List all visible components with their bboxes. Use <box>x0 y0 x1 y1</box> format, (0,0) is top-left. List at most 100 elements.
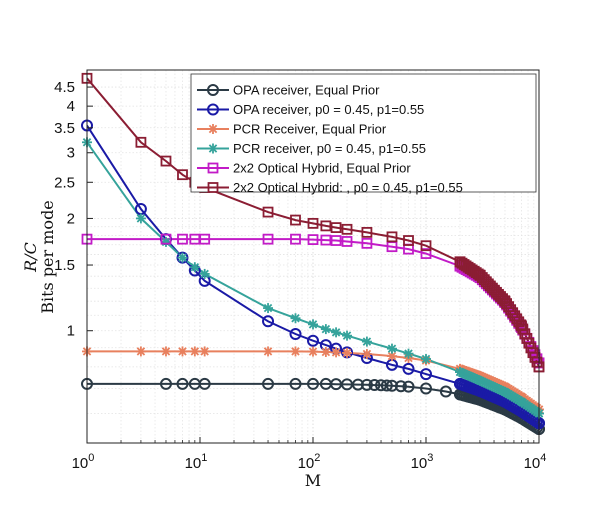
data-point <box>177 346 188 357</box>
data-point <box>307 234 319 246</box>
data-point <box>341 223 353 235</box>
data-point <box>439 385 452 398</box>
data-point <box>361 237 373 249</box>
series-markers <box>82 137 544 419</box>
star-stroke <box>291 314 300 323</box>
star-stroke <box>404 349 413 358</box>
data-point <box>403 348 414 359</box>
data-point <box>289 377 302 390</box>
y-axis-label-math: R/C <box>21 242 40 273</box>
data-point <box>308 319 318 330</box>
data-point <box>342 330 353 341</box>
data-point <box>320 346 331 357</box>
y-axis-label: Bits per mode <box>38 200 57 314</box>
series-markers <box>81 72 545 373</box>
data-point <box>368 379 381 392</box>
data-point <box>290 233 301 245</box>
data-point <box>135 136 147 148</box>
data-point <box>207 182 219 193</box>
y-tick-label: 3.5 <box>54 120 75 137</box>
legend-entry: PCR Receiver, Equal Prior <box>197 122 387 137</box>
y-tick-label: 1.5 <box>54 257 75 274</box>
data-point <box>420 382 432 395</box>
y-tick-label: 2 <box>67 210 75 227</box>
legend-box <box>190 73 537 193</box>
data-point <box>307 217 319 229</box>
star-stroke <box>136 214 146 223</box>
data-point <box>342 347 353 358</box>
data-point <box>262 206 274 218</box>
y-tick-label: 4 <box>67 98 75 115</box>
data-point <box>207 162 219 174</box>
data-point <box>263 303 274 314</box>
y-tick-label: 3 <box>67 145 75 162</box>
legend-entry: 2x2 Optical Hybrid, Equal Prior <box>197 161 411 176</box>
legend-label: OPA receiver, Equal Prior <box>233 83 380 98</box>
data-point <box>331 347 342 358</box>
data-point <box>402 362 415 375</box>
data-point <box>361 226 373 238</box>
data-point <box>289 327 302 340</box>
data-point <box>160 155 172 167</box>
star-stroke <box>190 347 200 356</box>
data-point <box>135 213 146 224</box>
data-point <box>361 349 372 360</box>
star-stroke <box>208 144 218 153</box>
data-point <box>341 236 353 247</box>
data-point <box>308 346 318 357</box>
data-point <box>394 380 407 393</box>
star-stroke <box>342 348 352 358</box>
star-stroke <box>321 324 331 334</box>
data-point <box>160 346 171 357</box>
data-point <box>208 143 218 154</box>
star-stroke <box>200 269 209 279</box>
star-stroke <box>421 354 431 364</box>
data-point <box>189 346 200 357</box>
data-point <box>262 315 275 328</box>
x-axis-label: M <box>305 471 321 490</box>
star-stroke <box>362 349 372 359</box>
data-point <box>330 235 342 246</box>
y-tick-label: 1 <box>67 323 75 340</box>
star-stroke <box>362 337 372 346</box>
data-point <box>199 346 210 357</box>
star-stroke <box>308 347 318 356</box>
star-stroke <box>308 320 318 329</box>
data-point <box>320 220 332 232</box>
star-stroke <box>161 347 171 356</box>
data-point <box>320 324 331 335</box>
star-stroke <box>200 347 209 356</box>
data-point <box>403 235 414 246</box>
star-stroke <box>321 347 331 357</box>
data-point <box>262 377 275 390</box>
data-point <box>307 334 319 347</box>
star-stroke <box>387 344 397 353</box>
legend-entry: PCR receiver, p0 = 0.45, p1=0.55 <box>197 141 426 156</box>
legend-label: 2x2 Optical Hybrid, Equal Prior <box>233 161 411 176</box>
data-point <box>290 313 301 324</box>
data-point <box>135 346 146 357</box>
x-tick-label: 100 <box>72 452 95 472</box>
data-point <box>177 233 188 245</box>
legend-entry: OPA receiver, Equal Prior <box>197 83 380 98</box>
data-point <box>159 377 172 390</box>
data-point <box>207 103 219 116</box>
data-point <box>177 252 188 263</box>
data-point <box>290 346 301 357</box>
data-point <box>177 169 188 181</box>
x-tick-label: 103 <box>411 452 434 472</box>
legend-label: PCR Receiver, Equal Prior <box>233 122 387 137</box>
data-point <box>420 240 432 252</box>
star-stroke <box>136 347 146 356</box>
x-tick-label: 101 <box>185 452 208 472</box>
y-axis-ticks: 1 1.5 2 2.5 3 3.5 4 4.5 <box>54 79 93 340</box>
data-point <box>351 378 364 391</box>
data-point <box>360 378 373 391</box>
legend-label: OPA receiver, p0 = 0.45, p1=0.55 <box>233 102 424 117</box>
data-point <box>385 379 398 392</box>
star-stroke <box>190 262 200 272</box>
data-point <box>386 231 398 243</box>
legend-entry: 2x2 Optical Hybrid: , p0 = 0.45, p1=0.55 <box>197 180 463 195</box>
marker-layer <box>81 72 545 436</box>
data-point <box>160 233 172 245</box>
